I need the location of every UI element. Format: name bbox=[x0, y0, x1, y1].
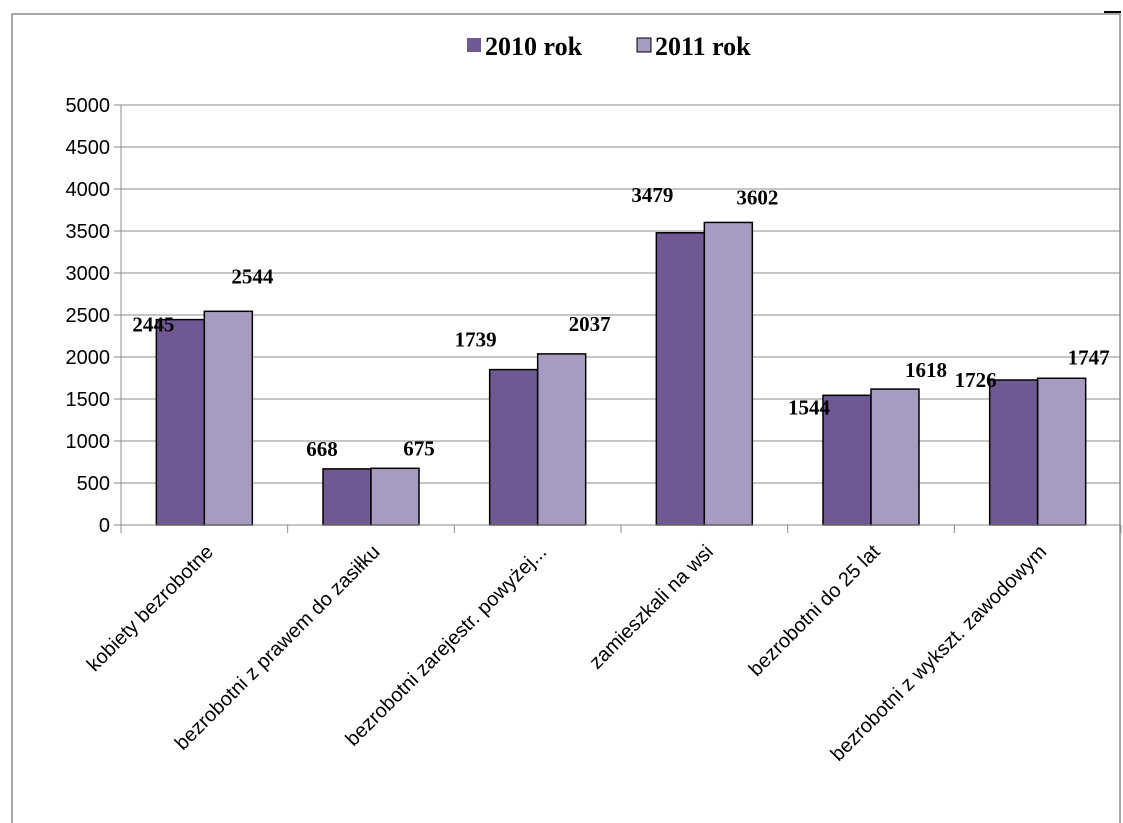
bar-2010 bbox=[988, 379, 1039, 526]
legend: 2010 rok 2011 rok bbox=[467, 32, 751, 61]
y-tick-label: 0 bbox=[99, 515, 110, 537]
data-label: 3602 bbox=[736, 185, 778, 209]
data-label: 1726 bbox=[955, 368, 997, 392]
y-tick-label: 3500 bbox=[66, 221, 111, 243]
y-tick-label: 1500 bbox=[66, 389, 111, 411]
data-label: 1739 bbox=[455, 328, 497, 352]
bar-2011 bbox=[370, 467, 420, 526]
y-tick-label: 5000 bbox=[66, 95, 111, 117]
bars bbox=[155, 221, 1087, 526]
y-tick-label: 500 bbox=[77, 473, 110, 495]
data-label: 2037 bbox=[569, 312, 611, 336]
bar-2011 bbox=[870, 388, 920, 526]
data-label: 2445 bbox=[132, 313, 174, 337]
bar-2010 bbox=[488, 368, 539, 526]
y-tick-label: 4000 bbox=[66, 179, 111, 201]
bar-2010 bbox=[822, 394, 872, 526]
bar-2010 bbox=[155, 318, 206, 526]
x-tick-label: bezrobotni z prawem do zasiłku bbox=[171, 541, 385, 755]
data-label: 1618 bbox=[905, 358, 947, 382]
legend-label: 2010 rok bbox=[485, 32, 583, 61]
x-tick-label: bezrobotni do 25 lat bbox=[745, 541, 885, 681]
y-tick-label: 3000 bbox=[66, 263, 111, 285]
y-tick-label: 2000 bbox=[66, 347, 111, 369]
data-label: 2544 bbox=[231, 264, 274, 288]
bar-2011 bbox=[703, 221, 754, 526]
bar-2011 bbox=[536, 353, 587, 526]
data-label: 3479 bbox=[631, 183, 673, 207]
bar-2010 bbox=[655, 232, 706, 526]
data-labels: 2445 668 1739 3479 1544 1726 2544 675 2037 3602 16… bbox=[132, 183, 1109, 461]
legend-swatch bbox=[636, 37, 652, 53]
data-label: 1747 bbox=[1068, 345, 1110, 369]
y-tick-label: 2500 bbox=[66, 305, 111, 327]
y-tick-label: 4500 bbox=[66, 137, 111, 159]
bar-2011 bbox=[203, 310, 254, 526]
legend-swatch bbox=[467, 38, 481, 52]
x-tick-label: kobiety bezrobotne bbox=[83, 541, 218, 676]
legend-label: 2011 rok bbox=[655, 32, 751, 61]
bar-2010 bbox=[322, 468, 372, 526]
data-label: 1544 bbox=[788, 395, 831, 419]
y-tick-label: 1000 bbox=[66, 431, 111, 453]
data-label: 675 bbox=[403, 436, 435, 460]
bar-2011 bbox=[1036, 377, 1087, 526]
x-tick-label: bezrobotni zarejestr. powyżej... bbox=[341, 541, 551, 751]
x-tick-label: zamieszkali na wsi bbox=[585, 541, 718, 674]
gridlines bbox=[121, 104, 1121, 484]
data-label: 668 bbox=[306, 437, 338, 461]
chart-frame bbox=[11, 13, 1121, 823]
